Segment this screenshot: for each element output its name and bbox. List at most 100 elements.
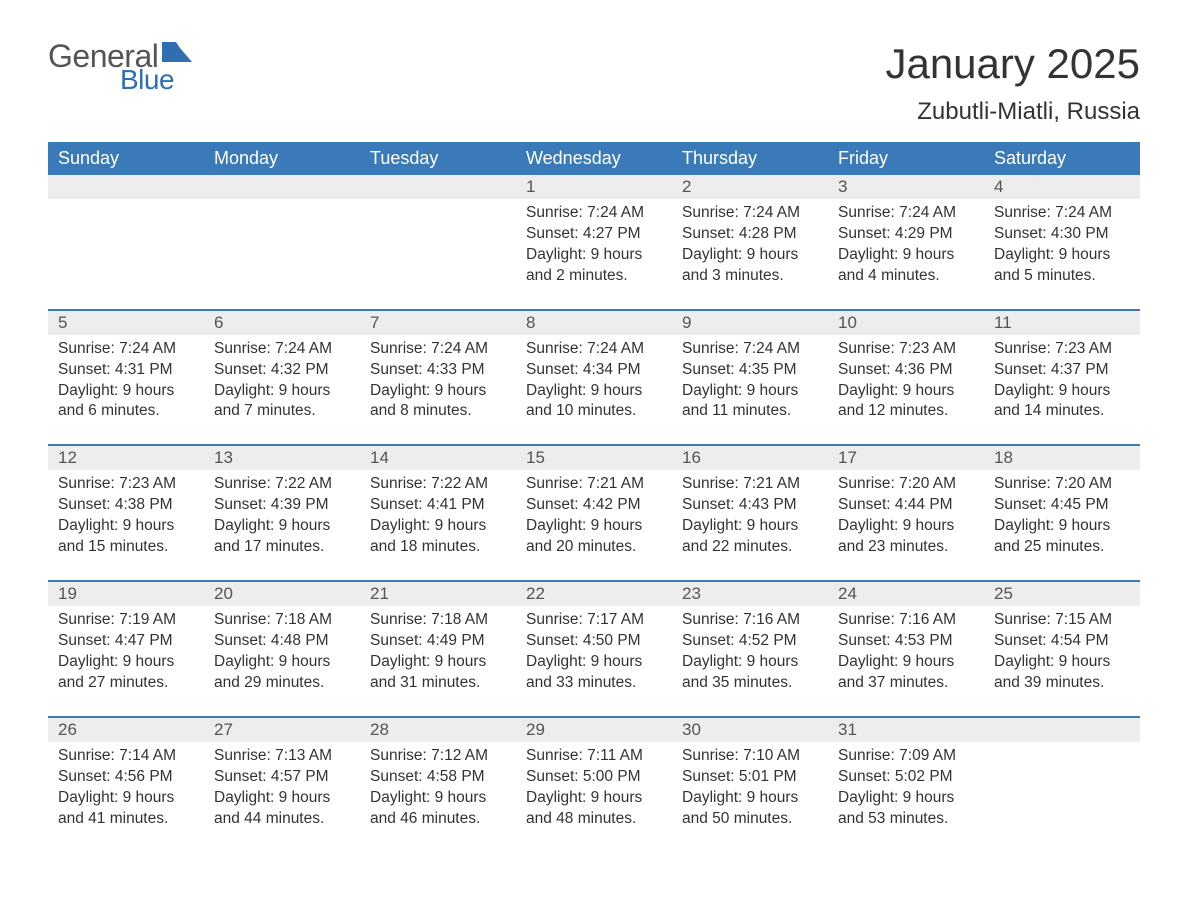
month-title: January 2025	[885, 40, 1140, 88]
calendar-day-cell: 21Sunrise: 7:18 AMSunset: 4:49 PMDayligh…	[360, 581, 516, 717]
sunrise-line: Sunrise: 7:22 AM	[214, 474, 350, 495]
sunrise-line: Sunrise: 7:24 AM	[526, 203, 662, 224]
daylight-line: Daylight: 9 hours and 39 minutes.	[994, 652, 1130, 694]
day-number: 7	[360, 311, 516, 335]
sunset-line: Sunset: 4:57 PM	[214, 767, 350, 788]
calendar-empty-cell	[48, 175, 204, 310]
sunset-line: Sunset: 4:27 PM	[526, 224, 662, 245]
day-body: Sunrise: 7:20 AMSunset: 4:44 PMDaylight:…	[838, 474, 974, 558]
day-body: Sunrise: 7:24 AMSunset: 4:32 PMDaylight:…	[214, 339, 350, 423]
day-number: 12	[48, 446, 204, 470]
calendar-day-cell: 26Sunrise: 7:14 AMSunset: 4:56 PMDayligh…	[48, 717, 204, 852]
sunset-line: Sunset: 4:31 PM	[58, 360, 194, 381]
sunrise-line: Sunrise: 7:24 AM	[838, 203, 974, 224]
daylight-line: Daylight: 9 hours and 10 minutes.	[526, 381, 662, 423]
day-body: Sunrise: 7:15 AMSunset: 4:54 PMDaylight:…	[994, 610, 1130, 694]
sunrise-line: Sunrise: 7:21 AM	[682, 474, 818, 495]
calendar-day-cell: 9Sunrise: 7:24 AMSunset: 4:35 PMDaylight…	[672, 310, 828, 446]
daylight-line: Daylight: 9 hours and 35 minutes.	[682, 652, 818, 694]
day-number: 11	[984, 311, 1140, 335]
calendar-day-cell: 15Sunrise: 7:21 AMSunset: 4:42 PMDayligh…	[516, 445, 672, 581]
sunset-line: Sunset: 4:42 PM	[526, 495, 662, 516]
day-body: Sunrise: 7:16 AMSunset: 4:52 PMDaylight:…	[682, 610, 818, 694]
day-number: 2	[672, 175, 828, 199]
calendar-day-cell: 6Sunrise: 7:24 AMSunset: 4:32 PMDaylight…	[204, 310, 360, 446]
day-number: 8	[516, 311, 672, 335]
calendar-day-cell: 27Sunrise: 7:13 AMSunset: 4:57 PMDayligh…	[204, 717, 360, 852]
sunrise-line: Sunrise: 7:23 AM	[994, 339, 1130, 360]
daylight-line: Daylight: 9 hours and 2 minutes.	[526, 245, 662, 287]
daylight-line: Daylight: 9 hours and 12 minutes.	[838, 381, 974, 423]
sunset-line: Sunset: 4:37 PM	[994, 360, 1130, 381]
sunrise-line: Sunrise: 7:23 AM	[838, 339, 974, 360]
daylight-line: Daylight: 9 hours and 7 minutes.	[214, 381, 350, 423]
calendar-day-cell: 11 Sunrise: 7:23 AMSunset: 4:37 PMDayligh…	[984, 310, 1140, 446]
day-number: 13	[204, 446, 360, 470]
day-body: Sunrise: 7:16 AMSunset: 4:53 PMDaylight:…	[838, 610, 974, 694]
sunset-line: Sunset: 5:02 PM	[838, 767, 974, 788]
calendar-empty-cell	[204, 175, 360, 310]
daylight-line: Daylight: 9 hours and 23 minutes.	[838, 516, 974, 558]
day-body: Sunrise: 7:19 AMSunset: 4:47 PMDaylight:…	[58, 610, 194, 694]
daylight-line: Daylight: 9 hours and 33 minutes.	[526, 652, 662, 694]
sunset-line: Sunset: 4:52 PM	[682, 631, 818, 652]
calendar-day-cell: 2Sunrise: 7:24 AMSunset: 4:28 PMDaylight…	[672, 175, 828, 310]
sunrise-line: Sunrise: 7:15 AM	[994, 610, 1130, 631]
daylight-line: Daylight: 9 hours and 4 minutes.	[838, 245, 974, 287]
day-body: Sunrise: 7:24 AMSunset: 4:27 PMDaylight:…	[526, 203, 662, 287]
calendar-day-cell: 17Sunrise: 7:20 AMSunset: 4:44 PMDayligh…	[828, 445, 984, 581]
day-number: 28	[360, 718, 516, 742]
sunset-line: Sunset: 4:58 PM	[370, 767, 506, 788]
daylight-line: Daylight: 9 hours and 20 minutes.	[526, 516, 662, 558]
sunset-line: Sunset: 4:36 PM	[838, 360, 974, 381]
day-number: 10	[828, 311, 984, 335]
logo-text-blue: Blue	[120, 66, 194, 94]
sunrise-line: Sunrise: 7:11 AM	[526, 746, 662, 767]
sunrise-line: Sunrise: 7:24 AM	[682, 339, 818, 360]
day-body: Sunrise: 7:20 AMSunset: 4:45 PMDaylight:…	[994, 474, 1130, 558]
calendar-week-row: 26Sunrise: 7:14 AMSunset: 4:56 PMDayligh…	[48, 717, 1140, 852]
day-body: Sunrise: 7:24 AMSunset: 4:29 PMDaylight:…	[838, 203, 974, 287]
day-number: 16	[672, 446, 828, 470]
sunrise-line: Sunrise: 7:09 AM	[838, 746, 974, 767]
sunset-line: Sunset: 4:45 PM	[994, 495, 1130, 516]
sunset-line: Sunset: 4:29 PM	[838, 224, 974, 245]
calendar-day-cell: 8 Sunrise: 7:24 AMSunset: 4:34 PMDaylight…	[516, 310, 672, 446]
daylight-line: Daylight: 9 hours and 5 minutes.	[994, 245, 1130, 287]
calendar-day-cell: 28Sunrise: 7:12 AMSunset: 4:58 PMDayligh…	[360, 717, 516, 852]
daylight-line: Daylight: 9 hours and 11 minutes.	[682, 381, 818, 423]
day-body: Sunrise: 7:11 AMSunset: 5:00 PMDaylight:…	[526, 746, 662, 830]
day-body: Sunrise: 7:24 AMSunset: 4:31 PMDaylight:…	[58, 339, 194, 423]
day-number: 31	[828, 718, 984, 742]
day-body: Sunrise: 7:14 AMSunset: 4:56 PMDaylight:…	[58, 746, 194, 830]
sunrise-line: Sunrise: 7:17 AM	[526, 610, 662, 631]
daylight-line: Daylight: 9 hours and 37 minutes.	[838, 652, 974, 694]
day-body: Sunrise: 7:24 AMSunset: 4:34 PMDaylight:…	[526, 339, 662, 423]
sunset-line: Sunset: 4:50 PM	[526, 631, 662, 652]
sunset-line: Sunset: 4:30 PM	[994, 224, 1130, 245]
day-number: 15	[516, 446, 672, 470]
daylight-line: Daylight: 9 hours and 18 minutes.	[370, 516, 506, 558]
calendar-day-cell: 18Sunrise: 7:20 AMSunset: 4:45 PMDayligh…	[984, 445, 1140, 581]
sunset-line: Sunset: 4:33 PM	[370, 360, 506, 381]
day-body: Sunrise: 7:22 AMSunset: 4:41 PMDaylight:…	[370, 474, 506, 558]
daylight-line: Daylight: 9 hours and 6 minutes.	[58, 381, 194, 423]
day-number: 21	[360, 582, 516, 606]
day-body: Sunrise: 7:23 AMSunset: 4:37 PMDaylight:…	[994, 339, 1130, 423]
calendar-week-row: 19Sunrise: 7:19 AMSunset: 4:47 PMDayligh…	[48, 581, 1140, 717]
daylight-line: Daylight: 9 hours and 44 minutes.	[214, 788, 350, 830]
day-body: Sunrise: 7:09 AMSunset: 5:02 PMDaylight:…	[838, 746, 974, 830]
sunrise-line: Sunrise: 7:24 AM	[58, 339, 194, 360]
sunrise-line: Sunrise: 7:24 AM	[526, 339, 662, 360]
day-body: Sunrise: 7:13 AMSunset: 4:57 PMDaylight:…	[214, 746, 350, 830]
calendar-day-cell: 23Sunrise: 7:16 AMSunset: 4:52 PMDayligh…	[672, 581, 828, 717]
daylight-line: Daylight: 9 hours and 3 minutes.	[682, 245, 818, 287]
day-body: Sunrise: 7:17 AMSunset: 4:50 PMDaylight:…	[526, 610, 662, 694]
sunrise-line: Sunrise: 7:18 AM	[370, 610, 506, 631]
sunrise-line: Sunrise: 7:22 AM	[370, 474, 506, 495]
daylight-line: Daylight: 9 hours and 50 minutes.	[682, 788, 818, 830]
calendar-day-cell: 14Sunrise: 7:22 AMSunset: 4:41 PMDayligh…	[360, 445, 516, 581]
day-number: 22	[516, 582, 672, 606]
day-number: 25	[984, 582, 1140, 606]
calendar-day-cell: 19Sunrise: 7:19 AMSunset: 4:47 PMDayligh…	[48, 581, 204, 717]
